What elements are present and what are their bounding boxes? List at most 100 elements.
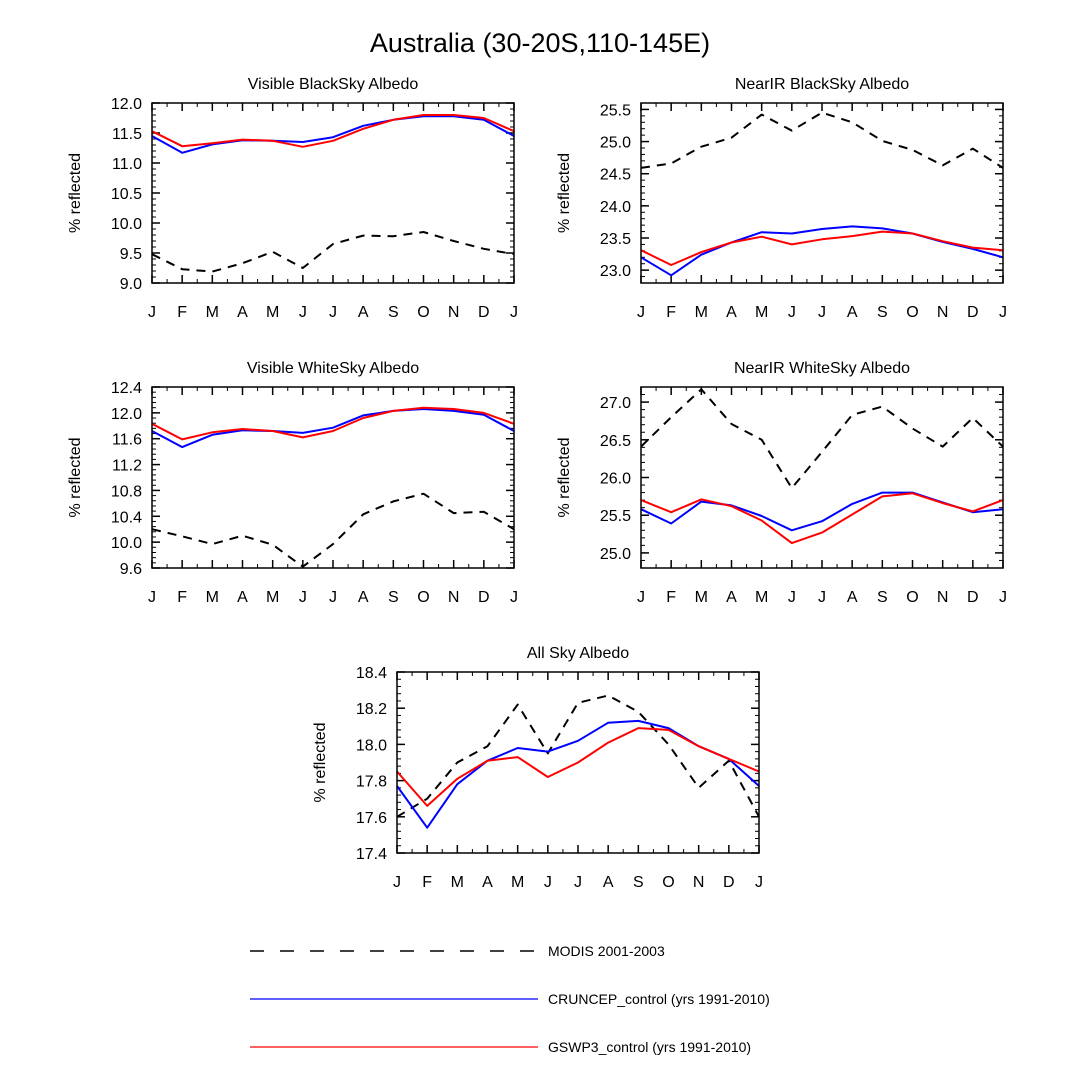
x-tick-label: J	[999, 589, 1007, 606]
y-tick-label: 10.0	[111, 216, 142, 233]
series-line-gswp3	[396, 727, 760, 807]
y-tick-label: 10.5	[111, 186, 142, 203]
x-tick-label: J	[510, 589, 518, 606]
y-axis-label: % reflected	[312, 722, 329, 802]
x-tick-label: F	[422, 874, 432, 891]
y-tick-label: 10.8	[111, 483, 142, 500]
y-tick-label: 9.0	[120, 276, 142, 293]
y-tick-label: 25.0	[600, 546, 631, 563]
x-tick-label: J	[637, 589, 645, 606]
x-tick-label: A	[726, 589, 737, 606]
y-tick-label: 12.0	[111, 96, 142, 113]
y-tick-label: 17.8	[356, 774, 387, 791]
x-tick-label: F	[666, 304, 676, 321]
x-tick-label: J	[818, 304, 826, 321]
y-tick-label: 23.5	[600, 231, 631, 248]
y-tick-label: 12.4	[111, 380, 142, 397]
x-tick-label: J	[148, 589, 156, 606]
y-tick-label: 25.5	[600, 102, 631, 119]
x-tick-label: M	[266, 304, 279, 321]
x-tick-label: N	[937, 304, 949, 321]
y-tick-label: 17.6	[356, 810, 387, 827]
x-tick-label: J	[510, 304, 518, 321]
legend-label-modis: MODIS 2001-2003	[548, 943, 665, 959]
y-tick-label: 11.2	[112, 458, 142, 475]
series-line-cruncep	[640, 225, 1004, 277]
y-tick-label: 18.0	[356, 737, 387, 754]
x-tick-label: N	[448, 589, 460, 606]
x-tick-label: S	[633, 874, 644, 891]
y-tick-label: 26.5	[600, 433, 631, 450]
x-tick-label: A	[358, 589, 369, 606]
series-line-modis	[151, 231, 515, 273]
x-tick-label: O	[417, 304, 429, 321]
series-line-modis	[396, 694, 760, 818]
chart-panel-2: NearIR BlackSky Albedo % reflected J F M A M J J…	[556, 76, 1007, 321]
x-tick-label: N	[937, 589, 949, 606]
x-tick-label: A	[726, 304, 737, 321]
x-tick-label: J	[999, 304, 1007, 321]
panel-title: Visible BlackSky Albedo	[248, 76, 419, 93]
x-tick-label: J	[637, 304, 645, 321]
x-tick-label: O	[906, 589, 918, 606]
x-tick-label: D	[723, 874, 735, 891]
series-line-cruncep	[151, 408, 515, 449]
y-tick-label: 26.0	[600, 471, 631, 488]
y-tick-label: 18.2	[356, 701, 387, 718]
legend-entry-gswp3: GSWP3_control (yrs 1991-2010)	[250, 1039, 751, 1055]
chart-panel-3: Visible WhiteSky Albedo % reflected J F M A M J…	[67, 360, 518, 606]
x-tick-label: N	[693, 874, 705, 891]
x-tick-label: F	[177, 589, 187, 606]
y-tick-label: 11.5	[112, 126, 142, 143]
x-tick-label: F	[666, 589, 676, 606]
x-tick-label: M	[695, 589, 708, 606]
series	[640, 388, 1004, 545]
plot-frame	[151, 386, 515, 569]
series	[396, 694, 760, 829]
figure-title: Australia (30-20S,110-145E)	[370, 28, 710, 58]
series-line-cruncep	[640, 491, 1004, 532]
series	[640, 111, 1004, 277]
chart-panel-1: Visible BlackSky Albedo % reflected J F M A M J…	[67, 76, 518, 321]
plot-frame	[396, 671, 760, 854]
x-tick-label: M	[755, 589, 768, 606]
x-tick-label: J	[574, 874, 582, 891]
panel-title: NearIR BlackSky Albedo	[735, 76, 909, 93]
y-tick-label: 10.0	[111, 535, 142, 552]
panel-title: NearIR WhiteSky Albedo	[734, 360, 910, 377]
plot-frame	[640, 102, 1004, 284]
y-tick-label: 9.5	[120, 246, 142, 263]
y-tick-label: 24.0	[600, 199, 631, 216]
y-axis-label: % reflected	[556, 437, 573, 517]
panel-title: Visible WhiteSky Albedo	[247, 360, 419, 377]
x-tick-label: D	[478, 304, 490, 321]
x-tick-label: J	[148, 304, 156, 321]
legend: MODIS 2001-2003 CRUNCEP_control (yrs 199…	[250, 943, 770, 1055]
x-tick-label: A	[237, 589, 248, 606]
legend-entry-modis: MODIS 2001-2003	[250, 943, 665, 959]
x-tick-label: A	[358, 304, 369, 321]
x-tick-label: A	[237, 304, 248, 321]
x-tick-label: M	[755, 304, 768, 321]
plot-frame	[640, 386, 1004, 569]
series-line-gswp3	[640, 492, 1004, 545]
x-tick-label: O	[906, 304, 918, 321]
x-tick-label: O	[662, 874, 674, 891]
legend-label-cruncep: CRUNCEP_control (yrs 1991-2010)	[548, 991, 770, 1007]
y-tick-label: 9.6	[120, 561, 142, 578]
series	[151, 406, 515, 568]
y-tick-label: 12.0	[111, 406, 142, 423]
chart-panel-5: All Sky Albedo % reflected J F M A M J J A S O N D J 17…	[312, 645, 763, 891]
y-ticks: 9.6 10.0 10.4 10.8 11.2 11.6 12.0 12.4	[111, 380, 514, 578]
x-tick-label: S	[388, 304, 399, 321]
x-tick-label: J	[299, 304, 307, 321]
x-tick-label: M	[206, 304, 219, 321]
x-tick-label: D	[967, 589, 979, 606]
x-tick-label: J	[329, 304, 337, 321]
series-line-modis	[151, 492, 515, 568]
x-tick-label: J	[329, 589, 337, 606]
